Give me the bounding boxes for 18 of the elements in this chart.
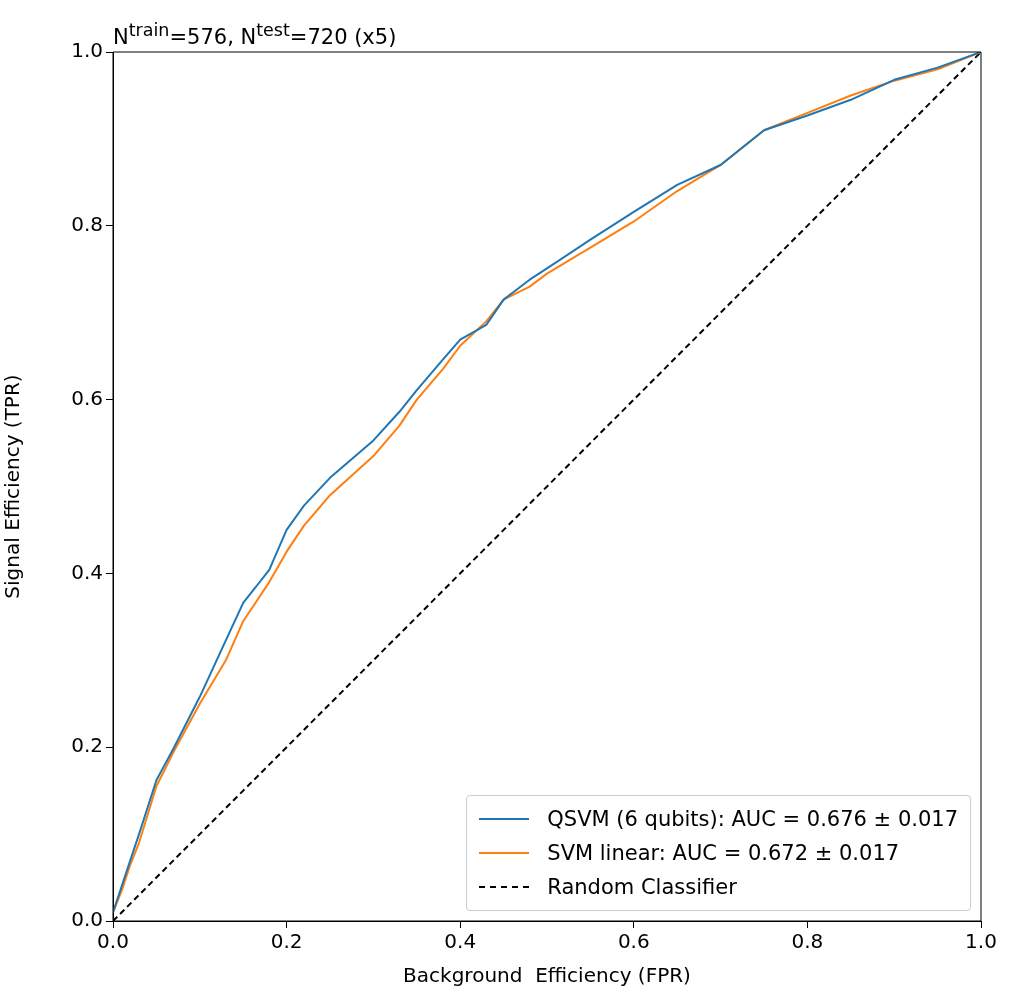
x-tick-label: 0.0 — [97, 929, 129, 954]
x-axis-title: Background Efficiency (FPR) — [403, 963, 691, 988]
legend-label: SVM linear: AUC = 0.672 ± 0.017 — [547, 841, 900, 865]
y-tick-label: 0.4 — [71, 559, 103, 584]
x-tick-label: 0.8 — [791, 929, 824, 954]
x-tick-label: 0.6 — [617, 929, 650, 954]
y-tick-label: 0.6 — [71, 385, 103, 410]
legend-label: QSVM (6 qubits): AUC = 0.676 ± 0.017 — [547, 807, 958, 831]
y-tick-label: 1.0 — [71, 38, 103, 63]
x-tick-label: 1.0 — [965, 929, 997, 954]
chart-title: N$^{train}$=576, N$^{test}$=720 (x5) — [113, 20, 397, 49]
y-axis-title: Signal Efficiency (TPR) — [0, 374, 25, 599]
x-tick-label: 0.4 — [444, 929, 477, 954]
y-tick-label: 0.8 — [71, 212, 103, 236]
legend-label: Random Classifier — [547, 875, 737, 899]
x-tick-label: 0.2 — [270, 929, 303, 954]
y-tick-label: 0.2 — [71, 733, 103, 758]
y-tick-label: 0.0 — [71, 907, 103, 932]
